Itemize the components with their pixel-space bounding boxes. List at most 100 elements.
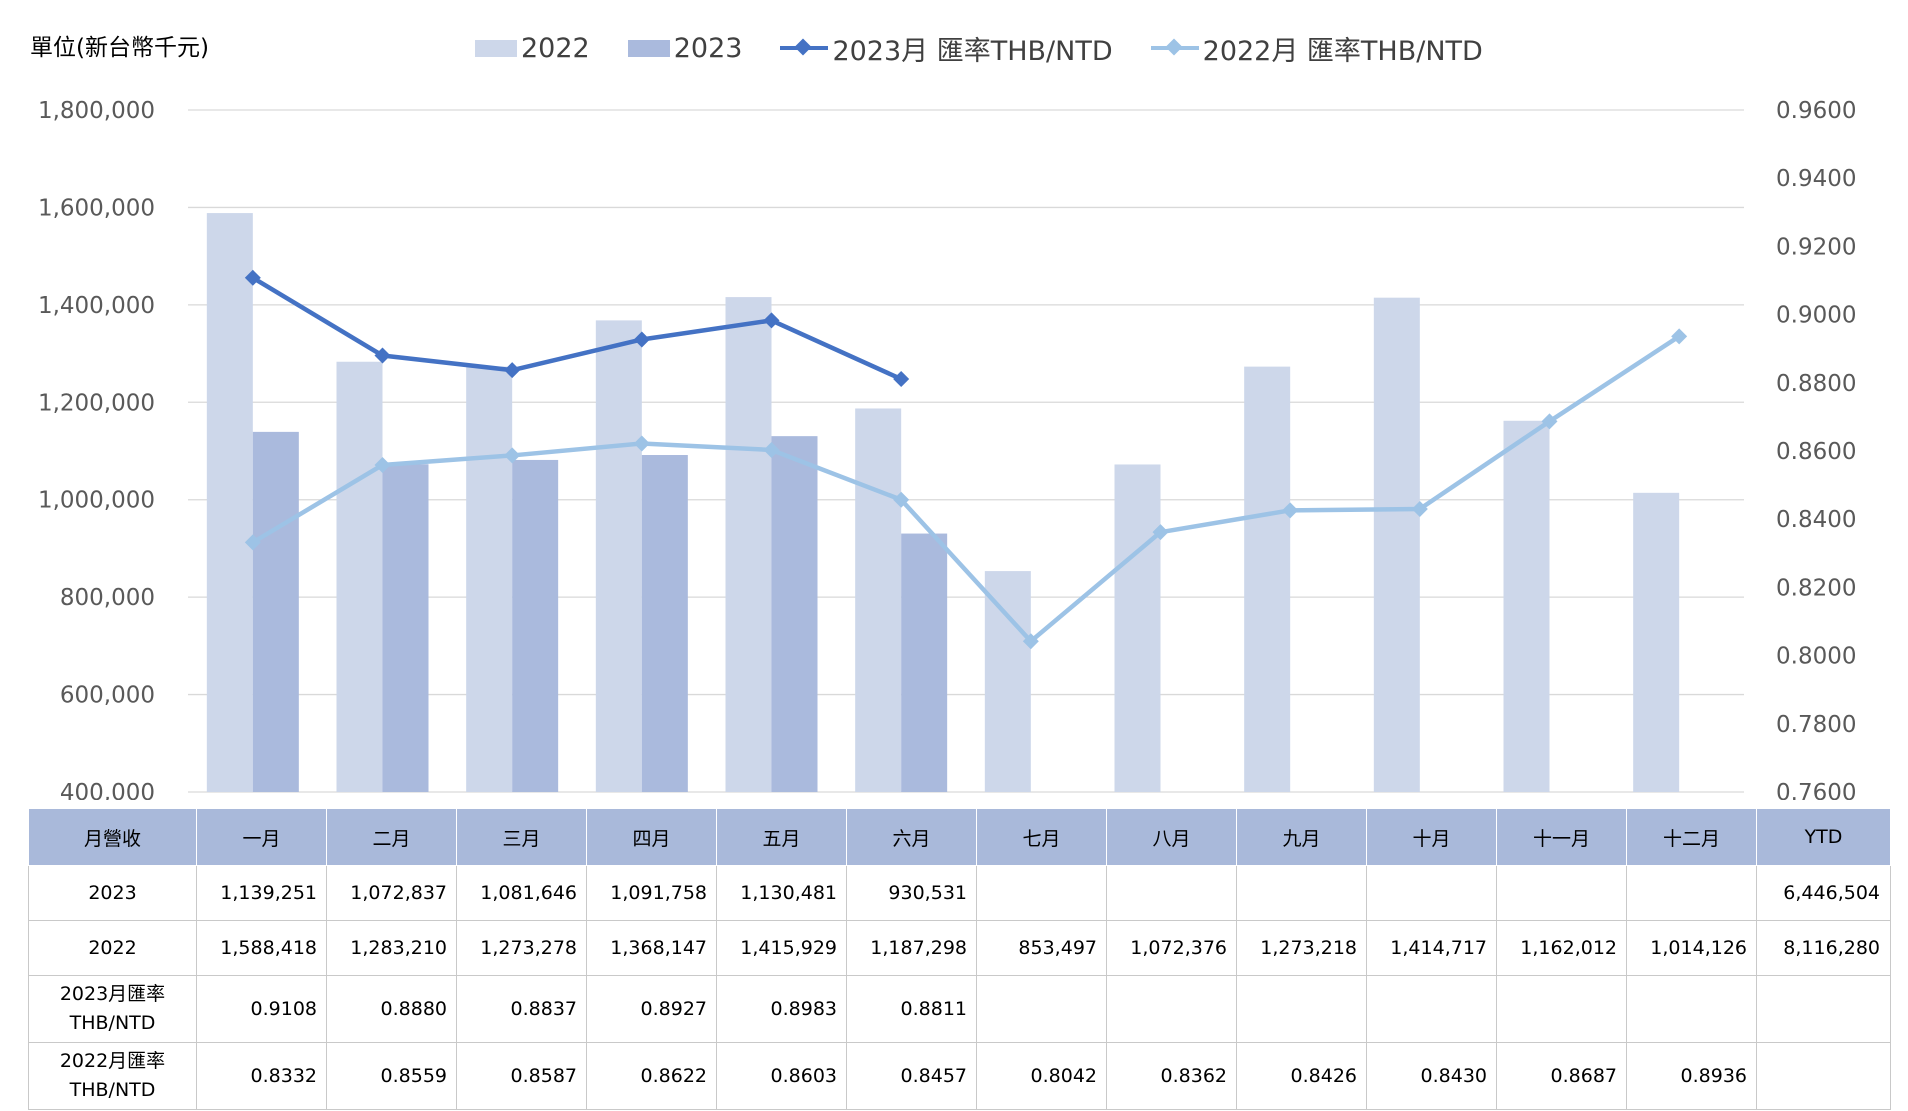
table-row: 2022月匯率 THB/NTD 0.8332 0.8559 0.8587 0.8622 0… [28,1042,1891,1110]
bar-2022 [855,408,902,792]
unit-label: 單位(新台幣千元) [30,35,209,61]
bar-2022 [595,320,642,792]
table-cell: 1,273,278 [456,920,587,976]
table-cell: 1,415,929 [716,920,847,976]
table-cell: 1,139,251 [196,865,327,921]
line-marker-rate-2023 [374,347,391,364]
legend-swatch-2023 [627,39,670,57]
bar-2023 [771,436,818,792]
legend-label-rate-2023: 2023月 匯率THB/NTD [832,35,1113,67]
table-cell [1366,865,1497,921]
line-series-rate-2022 [251,334,1681,644]
table-cell: 0.9108 [196,975,327,1043]
table-header-month: 五月 [716,808,847,866]
table-cell: 1,162,012 [1496,920,1627,976]
line-marker-rate-2023 [504,362,521,379]
data-table: 月營收 一月 二月 三月 四月 五月 六月 七月 八月 九月 十月 十一月 十二月 YTD 2023 1,13… [28,808,1891,1110]
bar-2023 [252,431,299,792]
table-cell [1496,865,1627,921]
table-cell-ytd [1756,975,1891,1043]
table-cell: 1,273,218 [1236,920,1367,976]
table-cell: 853,497 [976,920,1107,976]
bar-2023 [382,464,429,792]
table-header-month: 十一月 [1496,808,1627,866]
table-header-row: 月營收 一月 二月 三月 四月 五月 六月 七月 八月 九月 十月 十一月 十二月 YTD [28,808,1891,866]
table-header-month: 十二月 [1626,808,1757,866]
line-marker-rate-2022 [633,435,650,452]
table-cell-ytd: 8,116,280 [1756,920,1891,976]
bar-2022 [206,213,253,792]
table-cell: 0.8457 [846,1042,977,1110]
table-row: 2022 1,588,418 1,283,210 1,273,278 1,368,147… [28,920,1891,976]
table-cell: 0.8430 [1366,1042,1497,1110]
table-cell [1496,975,1627,1043]
y-right-tick-label: 0.9000 [1776,303,1856,329]
y-right-tick-label: 0.8000 [1776,644,1856,670]
table-row: 2023 1,139,251 1,072,837 1,081,646 1,091,758… [28,865,1891,921]
table-cell: 1,072,837 [326,865,457,921]
table-cell [1236,975,1367,1043]
y-left-tick-label: 800,000 [60,585,155,611]
table-cell: 1,014,126 [1626,920,1757,976]
legend-item-rate-2022: 2022月 匯率THB/NTD [1150,29,1483,68]
table-cell: 0.8332 [196,1042,327,1110]
table-header-month: 九月 [1236,808,1367,866]
table-cell [1626,865,1757,921]
y-right-tick-label: 0.9600 [1776,98,1856,124]
table-header-month: 七月 [976,808,1107,866]
legend-label-rate-2022: 2022月 匯率THB/NTD [1202,35,1483,67]
table-cell [1106,975,1237,1043]
line-marker-rate-2023 [893,371,910,388]
bar-2023 [512,459,559,792]
table-cell: 1,081,646 [456,865,587,921]
legend-line-rate-2023 [780,38,829,58]
table-cell [1236,865,1367,921]
y-right-tick-label: 0.8400 [1776,507,1856,533]
table-cell: 1,414,717 [1366,920,1497,976]
table-header-month: 六月 [846,808,977,866]
line-marker-rate-2022 [1282,502,1299,519]
bar-2022 [1373,297,1420,792]
y-right-tick-label: 0.7600 [1776,780,1856,800]
table-cell: 0.8362 [1106,1042,1237,1110]
bar-2022 [1633,492,1680,792]
line-marker-rate-2023 [763,312,780,329]
bar-2022 [466,366,513,792]
table-cell: 1,187,298 [846,920,977,976]
table-cell: 930,531 [846,865,977,921]
line-marker-rate-2022 [1671,328,1688,345]
bar-2023 [641,455,688,792]
line-marker-rate-2023 [633,331,650,348]
table-cell: 1,130,481 [716,865,847,921]
bar-2022 [1503,420,1550,792]
table-cell: 0.8880 [326,975,457,1043]
legend-item-2023: 2023 [627,33,742,64]
line-marker-rate-2023 [244,269,261,286]
table-header-month: 三月 [456,808,587,866]
table-cell-ytd [1756,1042,1891,1110]
legend-line-rate-2022 [1150,38,1199,58]
table-cell: 1,283,210 [326,920,457,976]
line-marker-rate-2022 [1022,633,1039,650]
table-cell: 0.8927 [586,975,717,1043]
line-marker-rate-2022 [374,456,391,473]
y-right-tick-label: 0.9400 [1776,166,1856,192]
table-cell [1366,975,1497,1043]
table-header-ytd: YTD [1756,808,1891,866]
bar-2022 [1114,464,1161,792]
bar-2022 [336,361,383,792]
table-cell: 0.8837 [456,975,587,1043]
bar-2022 [725,297,772,792]
y-left-tick-label: 1,200,000 [38,390,155,416]
table-cell: 0.8622 [586,1042,717,1110]
legend-swatch-2022 [475,39,517,57]
table-cell [976,865,1107,921]
table-cell: 0.8559 [326,1042,457,1110]
table-cell: 0.8587 [456,1042,587,1110]
legend-item-rate-2023: 2023月 匯率THB/NTD [780,29,1113,68]
table-row: 2023月匯率 THB/NTD 0.9108 0.8880 0.8837 0.8927 0… [28,975,1891,1043]
line-marker-rate-2022 [504,447,521,464]
y-left-tick-label: 1,600,000 [38,195,155,221]
y-right-tick-label: 0.7800 [1776,712,1856,738]
legend-item-2022: 2022 [475,33,590,64]
